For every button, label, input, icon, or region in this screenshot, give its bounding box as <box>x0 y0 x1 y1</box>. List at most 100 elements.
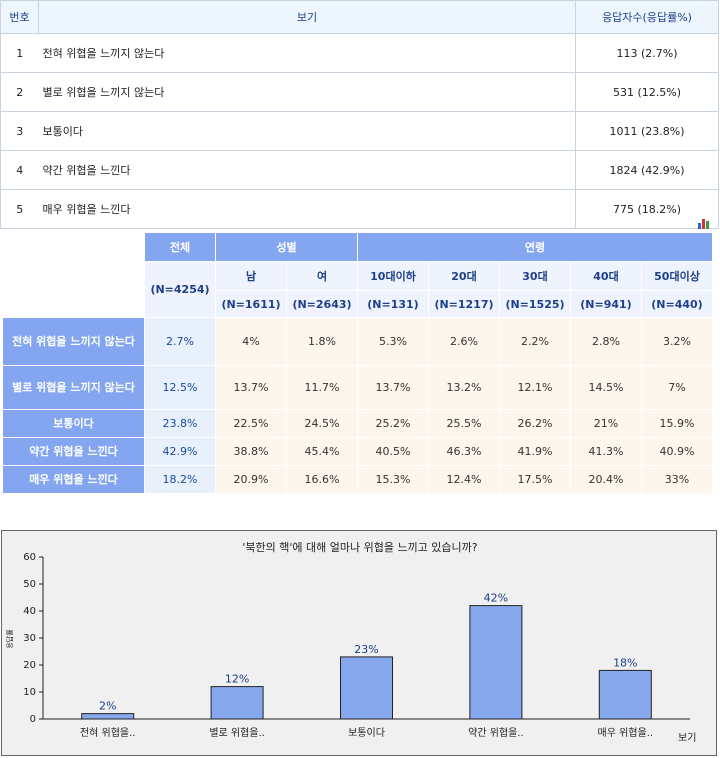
x-tick-label: 보통이다 <box>348 727 385 739</box>
crosstab-row-label: 보통이다 <box>3 410 144 437</box>
crosstab-cell: 40.5% <box>358 438 428 465</box>
y-tick-label: 40 <box>23 606 36 617</box>
x-tick-label: 전혀 위협을.. <box>80 726 136 739</box>
header-num: 번호 <box>0 0 39 34</box>
crosstab-cell: 25.5% <box>429 410 499 437</box>
crosstab-cell: 3.2% <box>642 318 712 365</box>
row-option: 별로 위협을 느끼지 않는다 <box>38 72 576 112</box>
crosstab-column-n: (N=1611) <box>216 291 286 317</box>
crosstab-cell: 13.7% <box>358 366 428 409</box>
x-tick-label: 매우 위협을.. <box>598 726 654 739</box>
crosstab-total-cell: 23.8% <box>145 410 215 437</box>
row-number: 4 <box>0 150 39 190</box>
bar <box>81 713 135 720</box>
y-tick-label: 10 <box>23 687 36 698</box>
crosstab-cell: 13.7% <box>216 366 286 409</box>
row-count: 1824 (42.9%) <box>575 150 719 190</box>
bar <box>210 686 264 720</box>
y-axis-label: 응답률 <box>5 629 14 649</box>
x-tick-label: 별로 위협을.. <box>209 726 265 739</box>
bar-value-label: 23% <box>354 643 378 656</box>
crosstab-cell: 2.2% <box>500 318 570 365</box>
bar-value-label: 2% <box>99 700 116 713</box>
y-tick-label: 50 <box>23 579 36 590</box>
row-number: 3 <box>0 111 39 151</box>
crosstab-row-label: 약간 위협을 느낀다 <box>3 438 144 465</box>
bar-value-label: 12% <box>225 673 249 686</box>
crosstab-cell: 40.9% <box>642 438 712 465</box>
crosstab-cell: 4% <box>216 318 286 365</box>
bar <box>598 669 652 720</box>
y-tick-label: 0 <box>30 714 36 725</box>
crosstab-cell: 24.5% <box>287 410 357 437</box>
crosstab-cell: 46.3% <box>429 438 499 465</box>
crosstab-cell: 12.1% <box>500 366 570 409</box>
crosstab-cell: 11.7% <box>287 366 357 409</box>
bar-chart: 0 10 20 30 40 50 60 응답률 2% 전혀 위협을.. 12% 별로 위협을.. 23%… <box>5 552 696 744</box>
summary-row: 2 별로 위협을 느끼지 않는다 531 (12.5%) <box>0 72 719 112</box>
row-option: 약간 위협을 느낀다 <box>38 150 576 190</box>
summary-row: 4 약간 위협을 느낀다 1824 (42.9%) <box>0 150 719 190</box>
bar <box>340 656 393 720</box>
row-number: 5 <box>0 189 39 229</box>
row-number: 2 <box>0 72 39 112</box>
bar-value-label: 42% <box>484 592 508 605</box>
crosstab-cell: 21% <box>571 410 641 437</box>
crosstab-cell: 16.6% <box>287 466 357 493</box>
crosstab-row: 별로 위협을 느끼지 않는다 12.5% 13.7% 11.7% 13.7% 13.2% 1… <box>3 366 712 409</box>
crosstab-total-cell: 42.9% <box>145 438 215 465</box>
crosstab-cell: 22.5% <box>216 410 286 437</box>
row-count: 113 (2.7%) <box>575 33 719 73</box>
crosstab-cell: 5.3% <box>358 318 428 365</box>
crosstab-cell: 13.2% <box>429 366 499 409</box>
crosstab-cell: 20.9% <box>216 466 286 493</box>
crosstab-cell: 2.6% <box>429 318 499 365</box>
row-number: 1 <box>0 33 39 73</box>
crosstab-column-label: 여 <box>287 262 357 290</box>
crosstab-total-header: 전체 <box>145 233 215 261</box>
crosstab-cell: 7% <box>642 366 712 409</box>
row-count: 531 (12.5%) <box>575 72 719 112</box>
crosstab-cell: 15.9% <box>642 410 712 437</box>
crosstab-row: 보통이다 23.8% 22.5% 24.5% 25.2% 25.5% 26.2% 21% 15.… <box>3 410 712 437</box>
bar-value-label: 18% <box>613 656 637 669</box>
crosstab-age-header: 연령 <box>358 233 712 261</box>
crosstab-cell: 20.4% <box>571 466 641 493</box>
crosstab-column-label: 10대이하 <box>358 262 428 290</box>
crosstab-cell: 26.2% <box>500 410 570 437</box>
crosstab-cell: 38.8% <box>216 438 286 465</box>
crosstab-total-cell: 12.5% <box>145 366 215 409</box>
crosstab-row: 약간 위협을 느낀다 42.9% 38.8% 45.4% 40.5% 46.3% 41.9%… <box>3 438 712 465</box>
crosstab-column-n: (N=1217) <box>429 291 499 317</box>
crosstab-row-label: 전혀 위협을 느끼지 않는다 <box>3 318 144 365</box>
crosstab-column-label: 30대 <box>500 262 570 290</box>
summary-row: 3 보통이다 1011 (23.8%) <box>0 111 719 151</box>
bar <box>469 605 523 720</box>
crosstab-table: 전체 성별 연령 (N=4254) 남 여 10대이하 20대 30대 40대 50대이상 … <box>2 232 713 494</box>
crosstab-column-n: (N=2643) <box>287 291 357 317</box>
chart-title: '북한의 핵'에 대해 얼마나 위협을 느끼고 있습니까? <box>242 541 478 554</box>
header-option: 보기 <box>38 0 576 34</box>
chart-panel: '북한의 핵'에 대해 얼마나 위협을 느끼고 있습니까? 0 10 20 30 40 5… <box>1 530 717 756</box>
crosstab-cell: 12.4% <box>429 466 499 493</box>
crosstab-cell: 17.5% <box>500 466 570 493</box>
crosstab-cell: 41.9% <box>500 438 570 465</box>
bar-chart-icon[interactable] <box>697 217 711 229</box>
crosstab-column-label: 20대 <box>429 262 499 290</box>
x-tick-label: 약간 위협을.. <box>468 726 524 739</box>
crosstab-column-label: 50대이상 <box>642 262 712 290</box>
row-option: 매우 위협을 느낀다 <box>38 189 576 229</box>
crosstab-cell: 15.3% <box>358 466 428 493</box>
crosstab-cell: 14.5% <box>571 366 641 409</box>
crosstab-cell: 33% <box>642 466 712 493</box>
crosstab-cell: 1.8% <box>287 318 357 365</box>
crosstab-row: 전혀 위협을 느끼지 않는다 2.7% 4% 1.8% 5.3% 2.6% 2.2% 2.8%… <box>3 318 712 365</box>
crosstab-column-n: (N=1525) <box>500 291 570 317</box>
crosstab-column-n: (N=131) <box>358 291 428 317</box>
crosstab-row-label: 매우 위협을 느낀다 <box>3 466 144 493</box>
row-option: 보통이다 <box>38 111 576 151</box>
crosstab-column-label: 40대 <box>571 262 641 290</box>
summary-header-row: 번호 보기 응답자수(응답률%) <box>0 0 719 34</box>
crosstab-column-n: (N=440) <box>642 291 712 317</box>
crosstab-cell: 45.4% <box>287 438 357 465</box>
